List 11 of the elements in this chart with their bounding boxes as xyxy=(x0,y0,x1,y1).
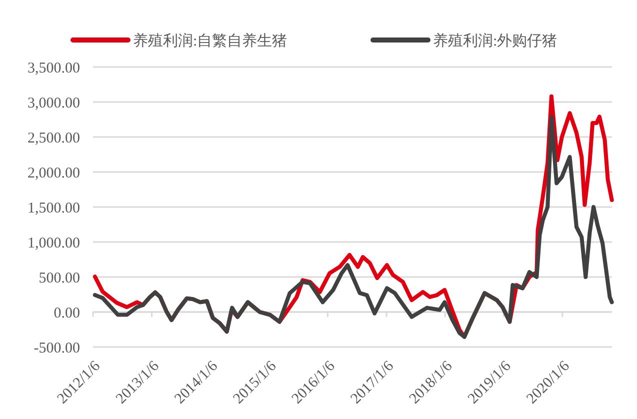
legend-label: 养殖利润:自繁自养生猪 xyxy=(133,32,288,50)
y-tick-label: -500.00 xyxy=(34,340,80,356)
y-tick-label: 2,000.00 xyxy=(28,165,80,182)
legend-label: 养殖利润:外购仔猪 xyxy=(433,32,558,50)
y-tick-label: 3,000.00 xyxy=(28,95,80,112)
y-tick-label: 1,500.00 xyxy=(28,200,80,216)
y-tick-label: 500.00 xyxy=(38,270,80,286)
y-tick-label: 2,500.00 xyxy=(28,130,80,146)
y-tick-label: 1,000.00 xyxy=(28,235,80,252)
y-tick-label: 3,500.00 xyxy=(28,60,80,76)
y-tick-label: 0.00 xyxy=(54,305,80,322)
